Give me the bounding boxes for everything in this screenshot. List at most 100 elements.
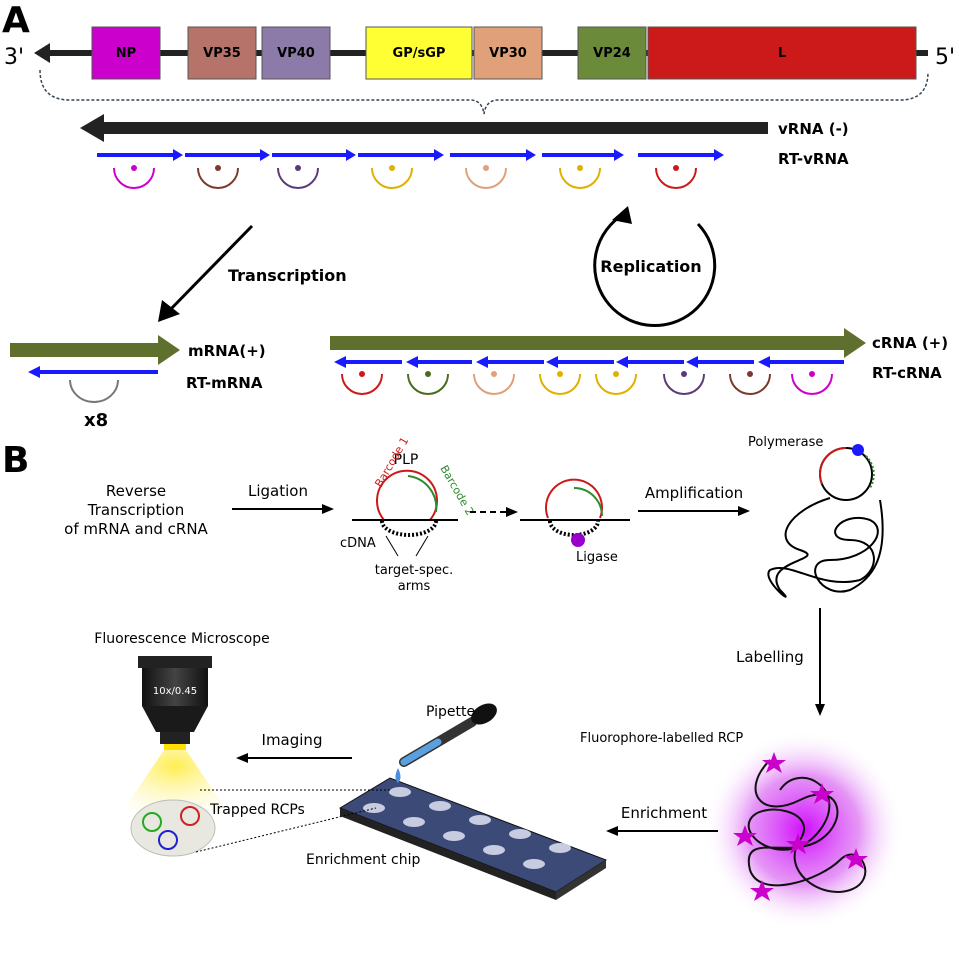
ligase-label: Ligase: [576, 550, 618, 565]
rt-mrna-label: RT-mRNA: [186, 374, 263, 392]
mrna-plp: [69, 379, 119, 403]
genome-brace: [39, 69, 929, 115]
enrichment-chip: Enrichment chip: [306, 777, 608, 900]
amplification-arrow: Amplification: [638, 484, 750, 516]
imaging-arrow: Imaging: [236, 731, 352, 763]
imaging-label: Imaging: [262, 731, 323, 749]
chip-side: [340, 808, 556, 900]
multiplier-label: x8: [84, 410, 108, 431]
enrichment-label: Enrichment: [621, 804, 707, 822]
fluorophore-star: [810, 783, 834, 804]
rt-vrna-probe: [358, 149, 444, 189]
genome-3prime: 3': [4, 45, 24, 70]
trapped-rcps-label: Trapped RCPs: [209, 802, 305, 818]
rt-crna-probe: [473, 356, 544, 395]
replication-cycle: Replication: [593, 206, 717, 328]
genome-map: 3' 5' NP VP35 VP40 GP/sGP VP30 VP24 L: [4, 26, 955, 115]
fluorophore-rcp: Fluorophore-labelled RCP: [580, 730, 904, 930]
pipette: Pipette: [395, 703, 497, 783]
pipette-drop: [395, 768, 401, 783]
rt-vrna-probe: [272, 149, 356, 189]
polymerase-label: Polymerase: [748, 435, 823, 450]
replication-label: Replication: [600, 257, 701, 276]
gene-label-l: L: [778, 46, 786, 61]
pipette-label: Pipette: [426, 704, 475, 720]
cdna-label: cDNA: [340, 536, 376, 551]
rt-vrna-probe: [638, 149, 724, 189]
crna-strand: cRNA (+) RT-cRNA: [330, 328, 948, 382]
gene-l: L: [647, 26, 917, 80]
rt-vrna-probe: [97, 149, 183, 189]
fluorophore-star: [786, 833, 810, 854]
polymerase-icon: [852, 444, 864, 456]
panel-label-b: B: [2, 440, 29, 481]
dashed-arrow: [470, 507, 518, 517]
reverse-transcription-step: Reverse Transcription of mRNA and cRNA: [64, 482, 208, 538]
amplification-label: Amplification: [645, 484, 743, 502]
genome-arrowhead: [34, 43, 50, 63]
vrna-label: vRNA (-): [778, 120, 849, 138]
plp-label: PLP: [394, 452, 419, 468]
fluorophore-rcp-label: Fluorophore-labelled RCP: [580, 731, 743, 746]
rcp-coil: [767, 497, 884, 598]
rt-vrna-probe: [450, 149, 536, 189]
crna-label: cRNA (+): [872, 334, 948, 352]
plp-diagram: PLP Barcode 1 Barcode 2 cDNA target-spec…: [340, 435, 476, 594]
chip-top: [338, 777, 608, 893]
ligase-diagram: Ligase: [520, 478, 630, 565]
genome-5prime: 5': [935, 45, 955, 70]
fluorophore-star: [750, 880, 774, 901]
ligation-label: Ligation: [248, 482, 308, 500]
vrna-strand: vRNA (-) RT-vRNA: [80, 114, 849, 168]
rt-text-line2: Transcription: [87, 501, 184, 519]
fluorophore-star: [844, 848, 868, 869]
gene-vp40: VP40: [261, 26, 331, 80]
ligase-icon: [571, 533, 585, 547]
rcp-diagram: Polymerase: [748, 435, 884, 598]
gene-gp: GP/sGP: [365, 26, 473, 80]
labelling-label: Labelling: [736, 648, 804, 666]
pipette-liquid: [400, 738, 442, 766]
chip-wells: [363, 787, 571, 869]
pipette-bulb: [471, 703, 497, 725]
microscope-label: Fluorescence Microscope: [94, 631, 269, 647]
ligation-arrow: Ligation: [232, 482, 334, 514]
rt-crna-probe: [729, 356, 844, 395]
rt-vrna-probes: [97, 149, 724, 189]
rcp-blue: [158, 830, 178, 850]
rt-crna-probe: [406, 356, 472, 395]
rt-text-line1: Reverse: [106, 482, 166, 500]
panel-label-a: A: [2, 0, 30, 41]
rt-crna-probe: [334, 356, 402, 395]
chip-edge: [556, 860, 606, 900]
rt-crna-probes: [334, 356, 844, 395]
transcription-label: Transcription: [228, 266, 347, 285]
rcp-green: [142, 812, 162, 832]
gene-vp24: VP24: [577, 26, 647, 80]
rt-vrna-label: RT-vRNA: [778, 150, 849, 168]
barcode2-label: Barcode 2: [437, 463, 476, 518]
gene-np: NP: [91, 26, 161, 80]
target-arms-line1: target-spec.: [375, 563, 454, 578]
gene-vp35: VP35: [187, 26, 257, 80]
target-arms-line2: arms: [398, 579, 431, 594]
rt-crna-probe: [663, 356, 754, 395]
fluorophore-star: [762, 752, 786, 773]
rt-crna-probe: [595, 356, 684, 395]
labelling-arrow: Labelling: [736, 608, 825, 716]
rt-vrna-probe: [185, 149, 270, 189]
mrna-strand: mRNA(+) RT-mRNA x8: [10, 335, 266, 431]
gene-label-vp35: VP35: [203, 46, 241, 61]
rt-text-line3: of mRNA and cRNA: [64, 520, 208, 538]
rt-crna-probe: [539, 356, 614, 395]
objective-light: [164, 744, 186, 750]
gene-label-np: NP: [116, 46, 136, 61]
transcription-arrow: Transcription: [158, 224, 347, 322]
rt-crna-probe: [791, 371, 833, 395]
enrichment-chip-label: Enrichment chip: [306, 852, 420, 868]
gene-vp30: VP30: [473, 26, 543, 80]
rt-vrna-probe: [542, 149, 624, 189]
enrichment-arrow: Enrichment: [606, 804, 718, 836]
